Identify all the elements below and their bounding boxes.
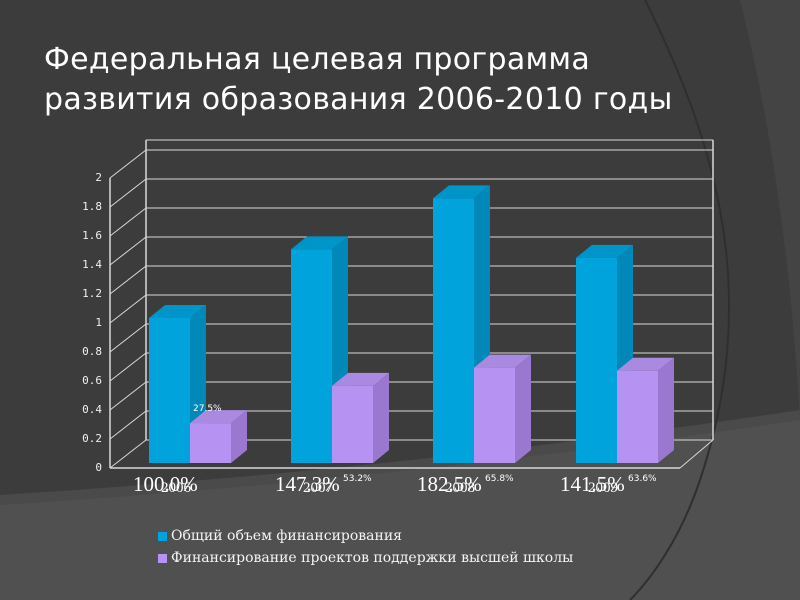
series1-value-label: 147.3% [275,472,340,496]
y-tick-label: 0 [95,461,102,474]
y-tick-label: 0.2 [82,432,102,445]
category-label: 2007 [303,480,333,496]
y-tick-label: 1 [95,316,102,329]
series2-value-label: 65.8% [485,474,514,484]
series2-value-label: 53.2% [343,474,372,484]
series1-value-label: 182.5% [417,472,482,496]
bar-2008-series2 [474,354,531,463]
bar-2006-series2 [190,410,247,463]
y-tick-label: 1.8 [82,200,102,213]
title-line-2: развития образования 2006-2010 годы [44,82,673,117]
category-label: 2009 [588,480,618,496]
y-tick-label: 1.4 [82,258,102,271]
series1-value-label: 141.5% [560,472,625,496]
category-label: 2008 [445,480,475,496]
legend-swatch-blue [158,531,167,541]
legend-swatch-purple [158,553,167,563]
chart-legend: Общий объем финансирования Финансировани… [158,525,573,569]
legend-item-higher-school: Финансирование проектов поддержки высшей… [158,547,573,569]
y-tick-label: 0.6 [82,374,102,387]
category-label: 2006 [161,480,191,496]
series2-value-label: 63.6% [628,474,657,484]
title-line-1: Федеральная целевая программа [44,42,591,77]
legend-label: Финансирование проектов поддержки высшей… [171,550,574,566]
y-tick-label: 1.6 [82,229,102,242]
y-tick-label: 0.8 [82,345,102,358]
y-tick-label: 1.2 [82,287,102,300]
series1-value-label: 100.0% [133,472,198,496]
slide-title: Федеральная целевая программа развития о… [44,40,673,120]
bar-2007-series2 [332,372,389,463]
y-tick-label: 0.4 [82,403,102,416]
y-tick-label: 2 [95,171,102,184]
legend-item-total-funding: Общий объем финансирования [158,525,573,547]
legend-label: Общий объем финансирования [171,528,403,544]
series2-value-label: 27.5% [193,404,222,414]
bar-2009-series2 [617,357,674,463]
